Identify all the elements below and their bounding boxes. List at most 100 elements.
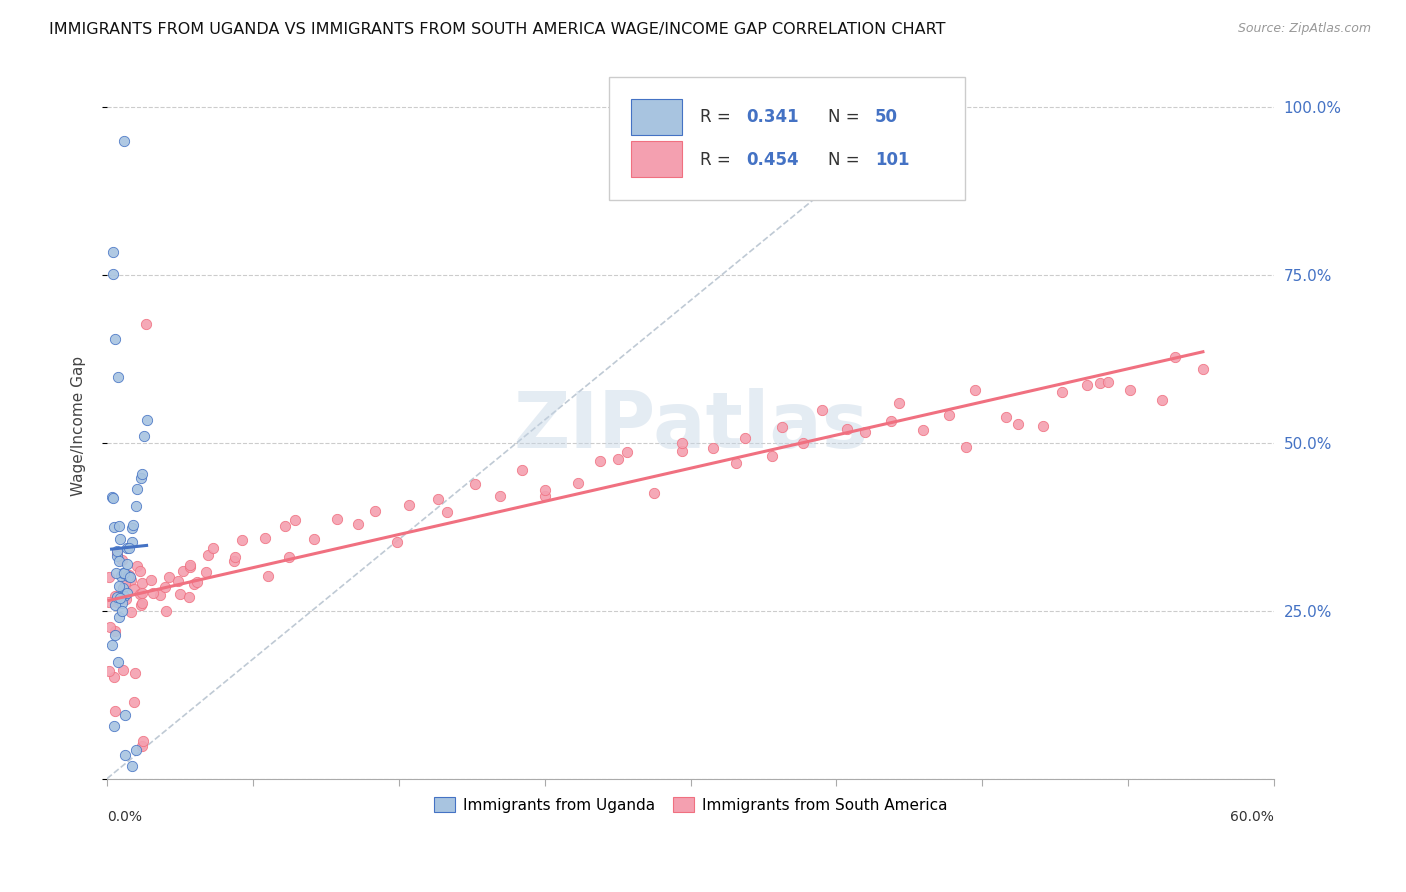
Text: 101: 101 (875, 151, 910, 169)
Point (616, 444, 638, 458)
Point (1050, 384, 1073, 399)
Point (155, 604, 177, 618)
Point (125, 743, 148, 757)
Point (1076, 378, 1098, 392)
Point (114, 747, 136, 762)
Point (179, 560, 201, 574)
Point (114, 576, 136, 591)
Point (125, 558, 148, 573)
Point (155, 580, 177, 594)
Point (1164, 350, 1187, 364)
Point (104, 628, 127, 642)
Point (114, 591, 136, 606)
Point (837, 422, 859, 436)
Point (489, 489, 512, 503)
Point (994, 409, 1017, 424)
Point (105, 546, 128, 560)
Point (118, 541, 141, 555)
Point (1088, 376, 1111, 391)
Point (274, 519, 297, 533)
Point (129, 587, 152, 601)
Point (302, 532, 325, 546)
Point (131, 576, 153, 591)
Point (121, 759, 143, 773)
FancyBboxPatch shape (631, 142, 682, 178)
Point (111, 581, 134, 595)
FancyBboxPatch shape (609, 77, 965, 200)
Point (643, 486, 665, 500)
Point (129, 598, 152, 612)
Point (110, 552, 132, 566)
Point (110, 568, 132, 582)
Point (98, 664, 121, 678)
Point (112, 664, 135, 678)
Point (194, 565, 217, 579)
Point (121, 521, 143, 535)
Point (132, 733, 155, 747)
Point (149, 588, 172, 602)
Text: N =: N = (828, 109, 865, 127)
Point (231, 533, 253, 547)
Legend: Immigrants from Uganda, Immigrants from South America: Immigrants from Uganda, Immigrants from … (426, 789, 955, 821)
Point (464, 476, 486, 491)
Point (114, 707, 136, 722)
Point (115, 586, 138, 600)
Point (107, 655, 129, 669)
Point (363, 504, 385, 518)
Point (761, 449, 783, 463)
Point (132, 429, 155, 443)
Point (104, 590, 127, 604)
Point (385, 535, 408, 549)
Point (792, 435, 814, 450)
Point (112, 134, 135, 148)
Point (734, 432, 756, 446)
Point (202, 541, 225, 556)
Point (117, 541, 139, 556)
Point (963, 383, 986, 397)
Point (103, 520, 125, 534)
Text: 0.0%: 0.0% (107, 810, 142, 824)
Point (124, 666, 146, 681)
Point (567, 476, 589, 491)
Text: 50: 50 (875, 109, 898, 127)
Point (98, 570, 121, 584)
Point (607, 452, 630, 467)
Text: ZIPatlas: ZIPatlas (513, 388, 868, 464)
Point (98, 595, 121, 609)
Point (111, 596, 134, 610)
Text: 0.341: 0.341 (747, 109, 799, 127)
Point (125, 482, 148, 496)
Point (117, 569, 139, 583)
Point (103, 670, 125, 684)
Point (938, 408, 960, 422)
Point (811, 403, 834, 417)
Point (122, 695, 145, 709)
Point (105, 590, 128, 604)
Text: R =: R = (700, 109, 735, 127)
Point (224, 550, 246, 565)
Point (510, 463, 533, 477)
Point (157, 569, 180, 583)
Point (104, 704, 127, 718)
Point (122, 518, 145, 533)
Point (1192, 361, 1215, 376)
Point (120, 573, 142, 587)
Point (1097, 376, 1119, 390)
Point (108, 592, 131, 607)
Point (104, 566, 127, 580)
Point (197, 548, 219, 562)
Point (853, 425, 876, 439)
Point (105, 595, 128, 609)
Point (671, 444, 693, 458)
Point (110, 591, 132, 605)
Point (105, 549, 128, 563)
Point (277, 549, 299, 564)
Point (1007, 417, 1029, 431)
Point (131, 586, 153, 600)
Point (955, 440, 977, 454)
Point (912, 423, 935, 437)
Point (107, 519, 129, 533)
Point (112, 566, 135, 581)
Point (186, 575, 208, 590)
Point (166, 574, 188, 589)
